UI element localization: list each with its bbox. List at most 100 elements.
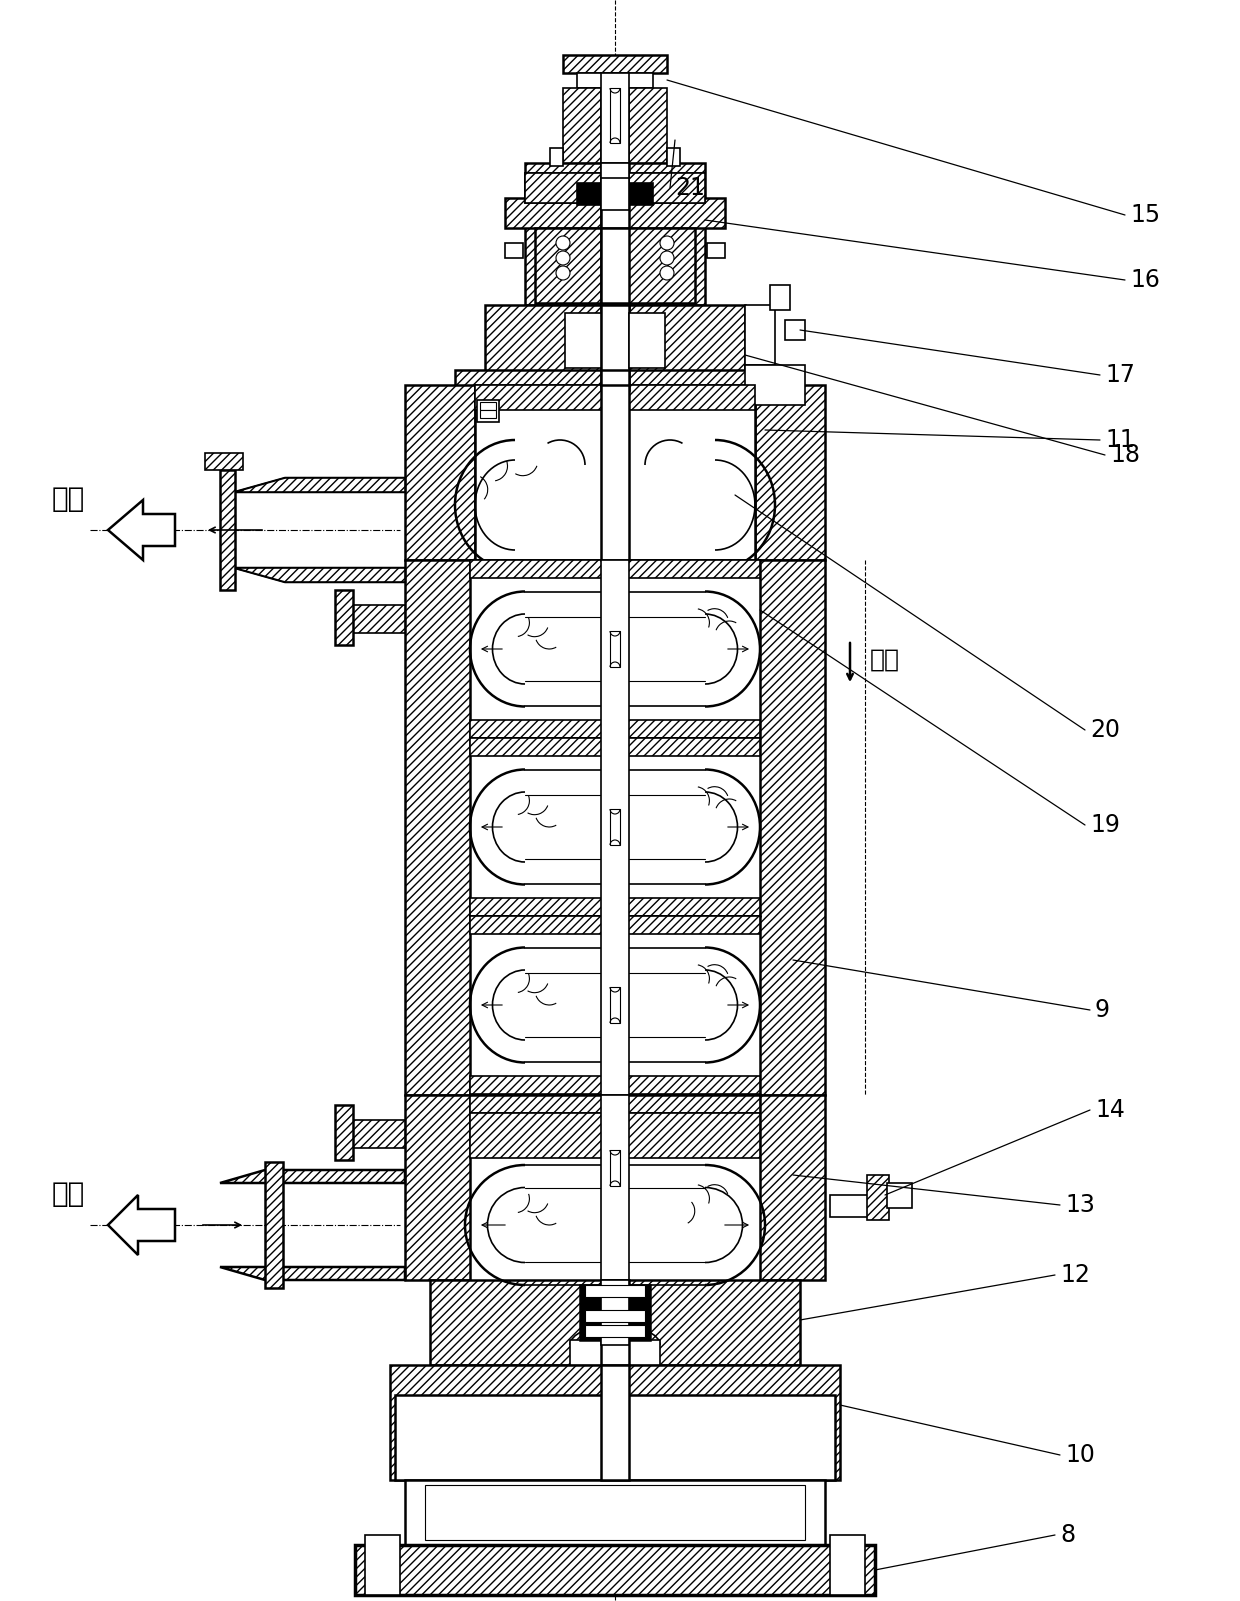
Bar (335, 591, 353, 645)
Bar (610, 631, 620, 668)
Bar (585, 1286, 645, 1297)
Text: 进水: 进水 (51, 1180, 84, 1209)
Bar (470, 1095, 760, 1113)
Bar (525, 163, 601, 306)
Circle shape (660, 235, 675, 250)
Bar (601, 74, 629, 163)
Text: 20: 20 (1090, 717, 1120, 741)
Circle shape (660, 251, 675, 266)
Bar (745, 306, 775, 365)
Polygon shape (219, 1266, 405, 1281)
Text: 13: 13 (1065, 1193, 1095, 1217)
Bar (525, 173, 601, 203)
Bar (565, 314, 601, 368)
Bar (265, 1162, 283, 1287)
Bar (505, 243, 523, 258)
Bar (601, 199, 629, 227)
Polygon shape (236, 479, 405, 492)
Polygon shape (236, 568, 405, 583)
Bar (601, 178, 629, 210)
Bar (485, 306, 601, 384)
Text: 18: 18 (1110, 443, 1140, 467)
Bar (610, 88, 620, 142)
Bar (610, 986, 620, 1023)
Bar (755, 384, 825, 560)
Bar (525, 173, 601, 203)
Bar (505, 199, 725, 227)
Bar (629, 88, 667, 163)
Bar (563, 88, 601, 163)
Bar (867, 1175, 889, 1220)
Bar (760, 560, 825, 1095)
Bar (350, 605, 405, 632)
Polygon shape (108, 1194, 175, 1255)
Bar (475, 384, 755, 410)
Bar (577, 183, 653, 205)
Bar (405, 384, 475, 560)
Polygon shape (236, 479, 405, 492)
Bar (601, 1095, 629, 1281)
Bar (577, 74, 653, 88)
Bar (601, 560, 629, 1095)
Bar (585, 1310, 645, 1322)
Bar (470, 560, 760, 578)
Bar (601, 370, 629, 391)
Bar (470, 1076, 760, 1093)
Bar (830, 1194, 885, 1217)
Text: 11: 11 (1105, 427, 1135, 451)
Text: 9: 9 (1095, 997, 1110, 1021)
Bar (470, 720, 760, 738)
Bar (350, 1121, 405, 1148)
Bar (534, 227, 694, 303)
Text: 10: 10 (1065, 1443, 1095, 1467)
Bar (396, 1394, 835, 1479)
Bar (629, 173, 706, 203)
Text: 16: 16 (1130, 267, 1159, 291)
Text: 8: 8 (1060, 1523, 1075, 1547)
Bar (219, 471, 236, 591)
Bar (470, 1113, 760, 1158)
Text: 17: 17 (1105, 363, 1135, 387)
Bar (601, 1281, 629, 1366)
Text: 14: 14 (1095, 1098, 1125, 1122)
Polygon shape (108, 500, 175, 560)
Bar (610, 1150, 620, 1186)
Bar (887, 1183, 911, 1209)
Bar (830, 1535, 866, 1595)
Text: 出水: 出水 (51, 485, 84, 512)
Bar (601, 1366, 629, 1479)
Text: 19: 19 (1090, 813, 1120, 837)
Text: 回水: 回水 (870, 648, 900, 672)
Bar (601, 384, 629, 560)
Bar (629, 314, 665, 368)
Bar (480, 410, 496, 418)
Bar (563, 54, 667, 74)
Bar (667, 147, 680, 167)
Text: 15: 15 (1130, 203, 1161, 227)
Bar (601, 1281, 629, 1345)
Circle shape (556, 266, 570, 280)
Bar (365, 1535, 401, 1595)
Circle shape (660, 266, 675, 280)
Bar (610, 809, 620, 845)
Polygon shape (236, 568, 405, 583)
Bar (470, 898, 760, 916)
Bar (355, 1545, 875, 1595)
Bar (745, 365, 805, 405)
Bar (405, 1095, 470, 1281)
Bar (629, 306, 745, 384)
Bar (785, 320, 805, 339)
Bar (475, 384, 755, 560)
Bar (601, 306, 629, 384)
Bar (707, 243, 725, 258)
Bar (760, 1095, 825, 1281)
Bar (570, 1340, 660, 1366)
Polygon shape (219, 1170, 405, 1183)
Bar (470, 738, 760, 756)
Bar (391, 1366, 839, 1479)
Bar (455, 370, 775, 391)
Circle shape (556, 251, 570, 266)
Bar (425, 1486, 805, 1540)
Bar (629, 163, 706, 306)
Bar (405, 1479, 825, 1545)
